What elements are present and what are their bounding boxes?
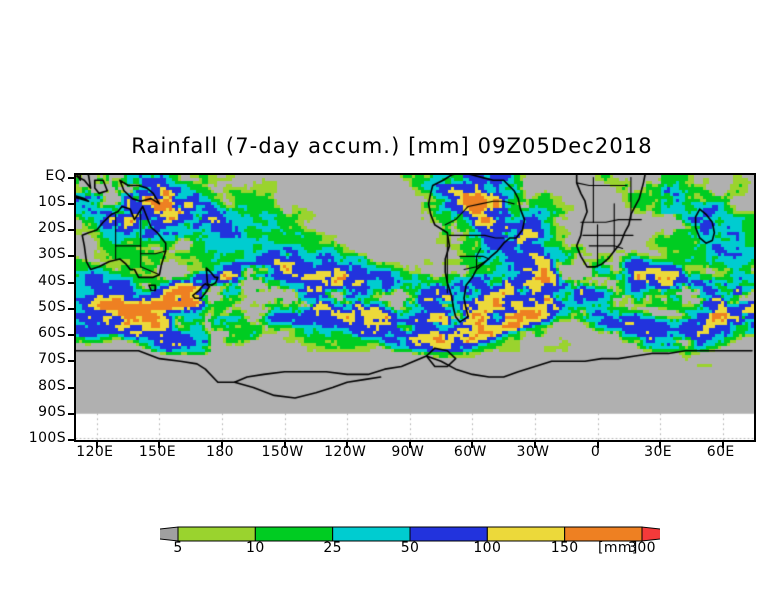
x-axis-tick-label: 60W (453, 444, 487, 460)
colorbar-segment (486, 526, 566, 542)
y-axis-tick-label: 40S (38, 272, 66, 289)
colorbar-swatches (160, 526, 660, 542)
y-axis-tick (68, 334, 76, 337)
colorbar (160, 519, 660, 579)
colorbar-extend-high (641, 526, 660, 542)
y-axis-tick (68, 255, 76, 258)
y-axis-tick-label: 70S (38, 351, 66, 368)
colorbar-segment (564, 526, 643, 542)
y-axis-tick (68, 439, 76, 441)
x-axis-tick (471, 440, 474, 448)
colorbar-segment (332, 526, 411, 542)
page-title: Rainfall (7-day accum.) [mm] 09Z05Dec201… (131, 134, 653, 158)
x-axis-tick (158, 440, 161, 448)
rainfall-heatmap-canvas (76, 175, 754, 440)
y-axis-tick-label: 60S (38, 325, 66, 342)
x-axis-tick (596, 440, 599, 448)
x-axis-tick (721, 440, 724, 448)
colorbar-tick-label: 5 (173, 540, 183, 556)
x-axis-tick-label: 150W (261, 444, 304, 460)
y-axis-tick (68, 386, 76, 389)
x-axis-tick (283, 440, 286, 448)
colorbar-tick-label: 50 (400, 540, 420, 556)
colorbar-extend-low (160, 526, 179, 542)
colorbar-tick-label: 10 (246, 540, 265, 556)
x-axis-tick (346, 440, 349, 448)
colorbar-segment (409, 526, 488, 542)
y-axis-tick (68, 360, 76, 363)
colorbar-tick-label: 300 (628, 540, 656, 556)
y-axis-tick (68, 229, 76, 232)
x-axis-tick-label: 150E (138, 444, 177, 460)
x-axis-tick-label: 60E (706, 444, 735, 460)
y-axis-tick-label: 100S (28, 430, 66, 446)
y-axis-tick-label: EQ (45, 167, 66, 184)
x-axis-tick (659, 440, 662, 448)
colorbar-units-label: [mm] (598, 540, 638, 556)
x-axis-tick-label: 0 (590, 444, 601, 460)
colorbar-segment (254, 526, 334, 542)
x-axis-tick-label: 30W (516, 444, 550, 460)
y-axis-tick (68, 202, 76, 205)
x-axis-tick-label: 90W (391, 444, 425, 460)
y-axis-tick-label: 10S (38, 193, 66, 210)
x-axis-tick (221, 440, 224, 448)
x-axis-tick (95, 440, 98, 448)
colorbar-tick-label: 100 (473, 540, 502, 556)
y-axis-tick-label: 50S (38, 298, 66, 315)
x-axis-tick-label: 120E (76, 444, 114, 460)
y-axis-tick-label: 30S (38, 246, 66, 263)
colorbar-tick-label: 25 (323, 540, 342, 556)
y-axis-tick (68, 281, 76, 284)
y-axis-tick (68, 176, 76, 179)
y-axis-tick (68, 307, 76, 310)
map-plot-area (68, 173, 756, 448)
x-axis-tick-label: 180 (206, 444, 234, 460)
y-axis-tick (68, 412, 76, 415)
y-axis-tick-label: 20S (38, 220, 66, 237)
x-axis-tick-label: 30E (644, 444, 673, 460)
colorbar-segment (177, 526, 256, 542)
x-axis-tick (408, 440, 411, 448)
x-axis-tick (533, 440, 536, 448)
y-axis-tick-label: 80S (38, 377, 66, 394)
colorbar-tick-label: 150 (550, 540, 579, 556)
y-axis-tick-label: 90S (38, 403, 66, 420)
x-axis-tick-label: 120W (324, 444, 367, 460)
